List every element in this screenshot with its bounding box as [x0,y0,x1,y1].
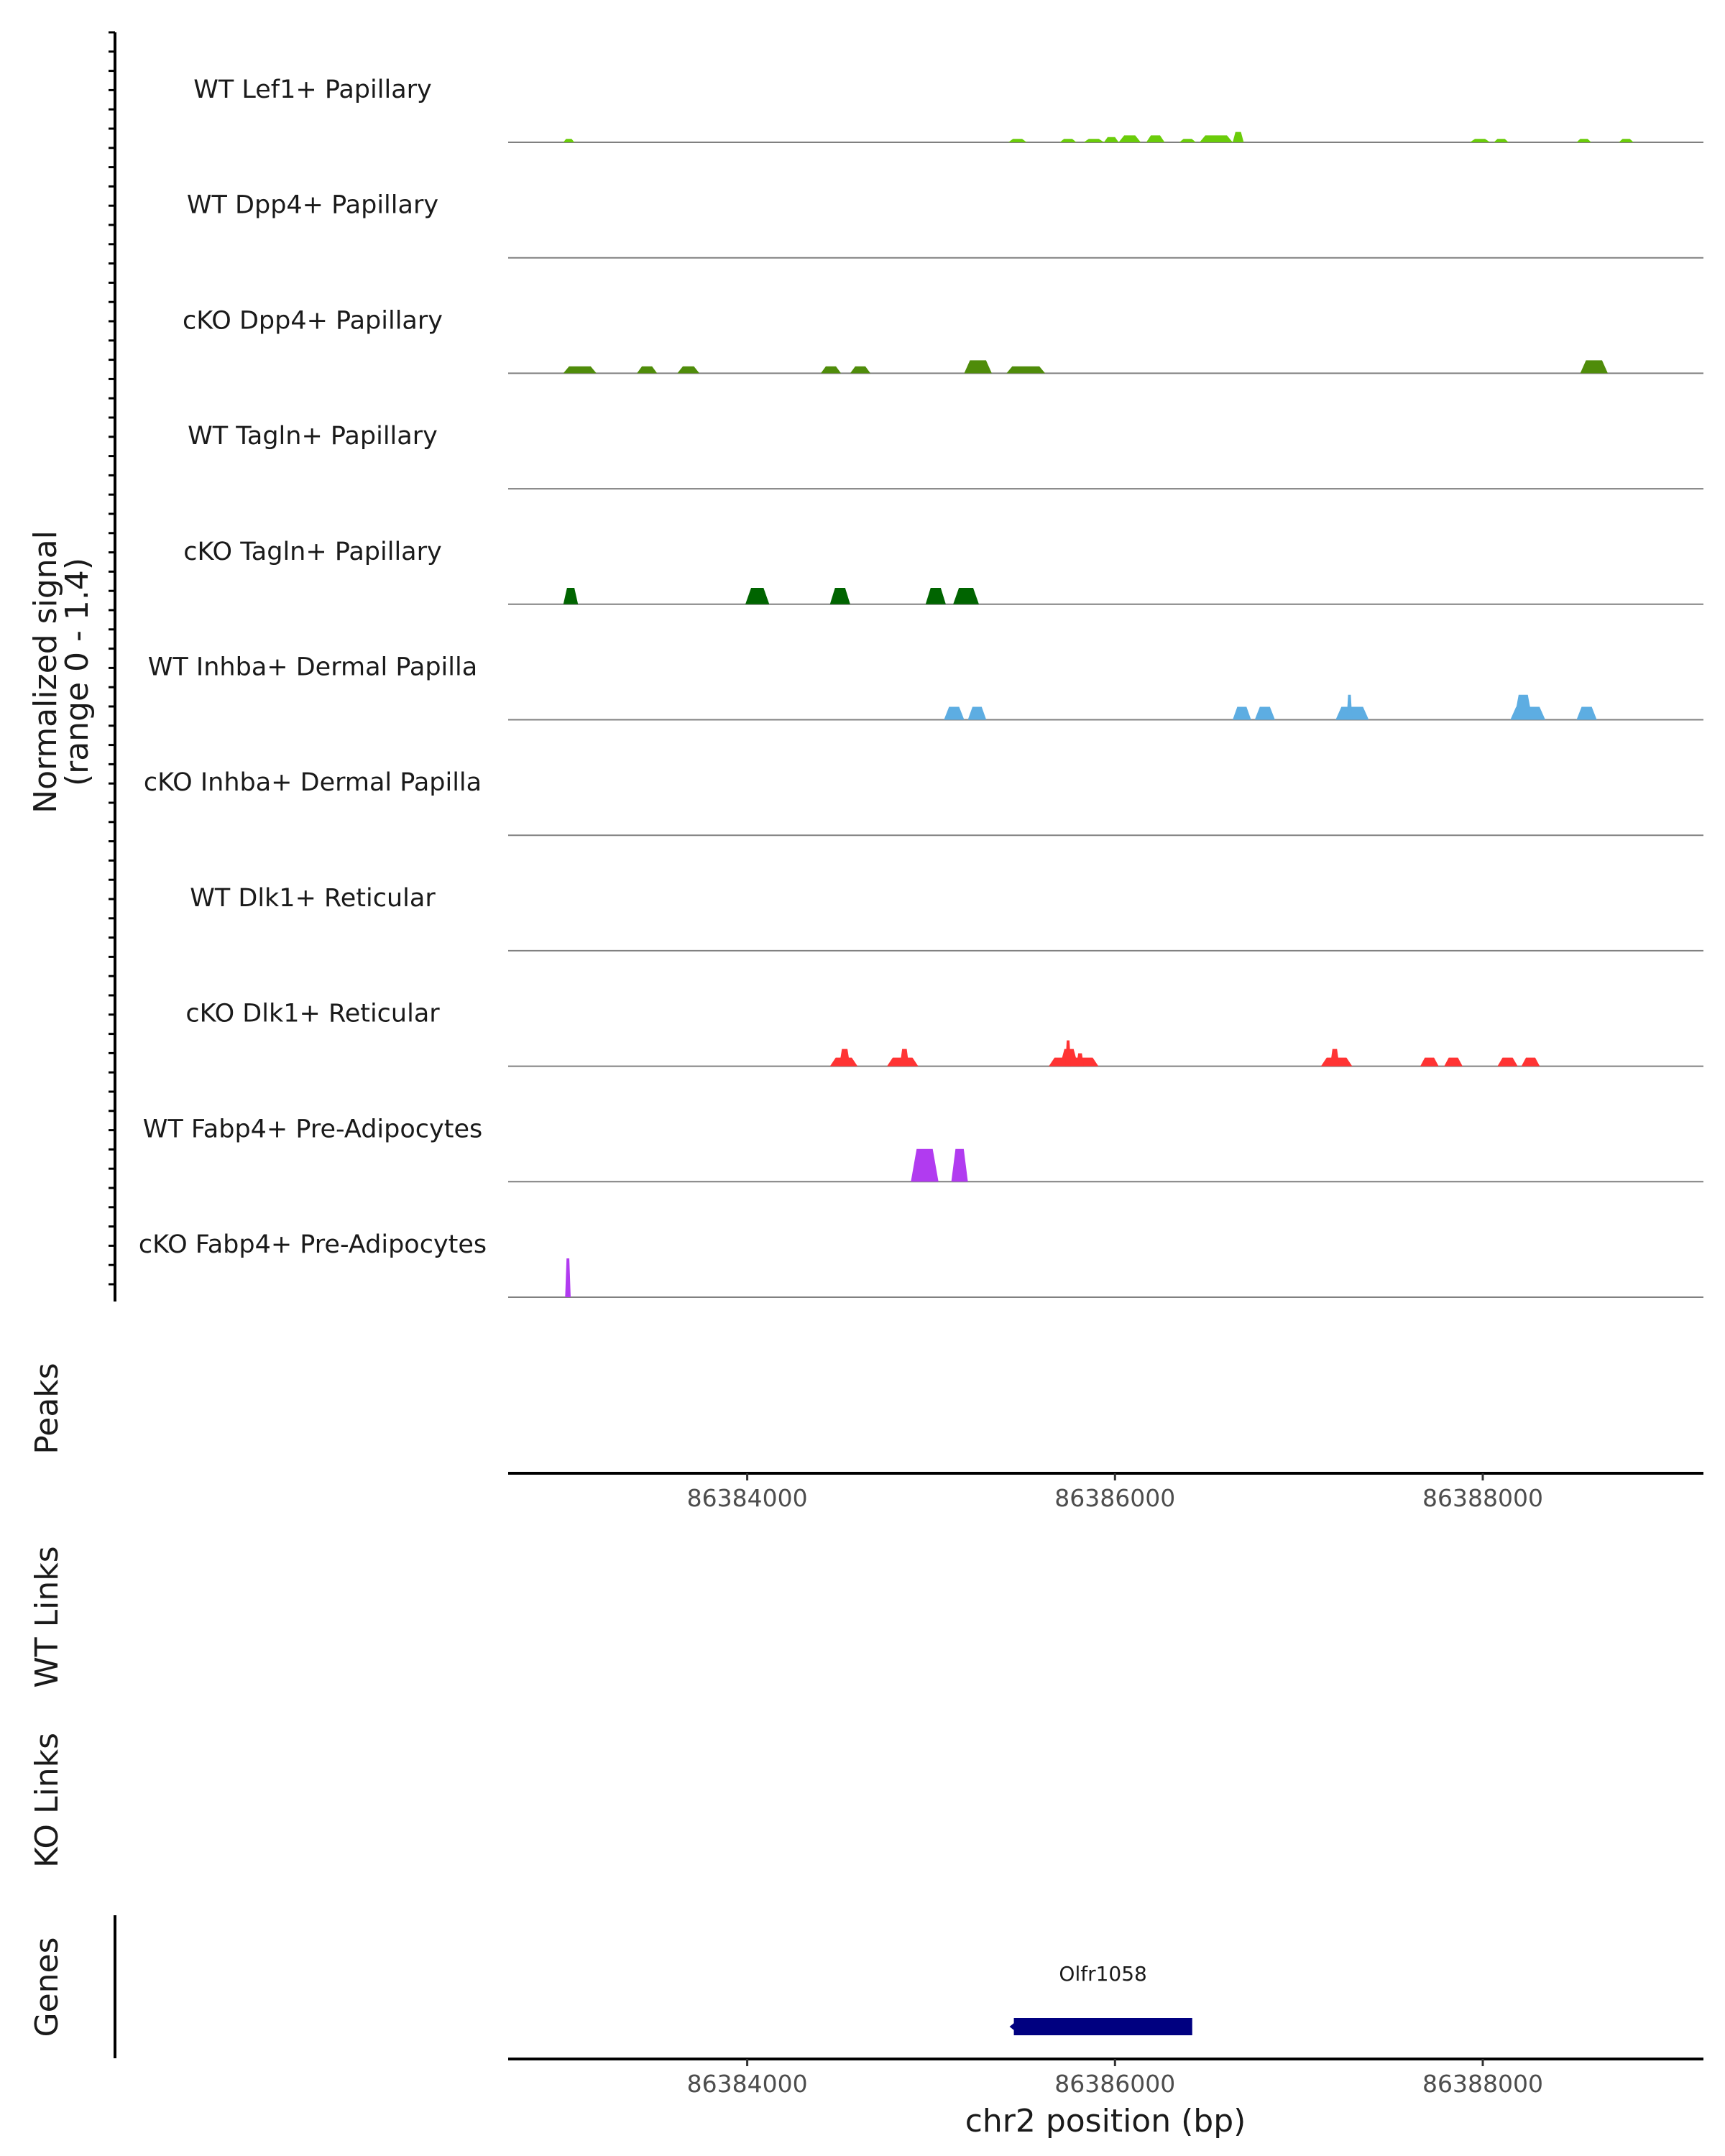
genes-panel-label: Genes [29,1937,65,2037]
peaks-panel-label: Peaks [29,1363,65,1454]
track-label: cKO Tagln+ Papillary [183,538,442,566]
track-7: cKO Inhba+ Dermal Papilla [144,768,1703,837]
signal-peak [1494,139,1509,142]
track-3: cKO Dpp4+ Papillary [183,306,1703,374]
signal-peak [1233,706,1251,720]
track-label: WT Lef1+ Papillary [193,75,432,104]
signal-peak [563,366,597,374]
genes-x-tick-label: 86386000 [1054,2070,1175,2098]
coverage-tracks: WT Lef1+ Papillary WT Dpp4+ Papillary cKO … [139,75,1703,1298]
signal-peak [1330,1049,1340,1067]
track-11: cKO Fabp4+ Pre-Adipocytes [139,1230,1703,1298]
coverage-y-axis-title-line1: Normalized signal [27,530,64,814]
track-2: WT Dpp4+ Papillary [187,191,1703,259]
track-9: cKO Dlk1+ Reticular [185,1000,1703,1067]
track-5: cKO Tagln+ Papillary [183,538,1703,605]
ko-links-panel-label: KO Links [29,1733,65,1868]
signal-peak [1335,706,1369,720]
genes-x-tick-label: 86384000 [687,2070,808,2098]
wt-links-panel-label: WT Links [29,1546,65,1687]
signal-peak [1576,706,1597,720]
signal-peak [1576,139,1591,142]
peaks-x-tick-label: 86386000 [1054,1484,1175,1512]
coverage-y-axis-title: Normalized signal (range 0 - 1.4) [27,530,96,814]
signal-peak [1233,132,1244,142]
track-1: WT Lef1+ Papillary [193,75,1703,143]
track-label: cKO Fabp4+ Pre-Adipocytes [139,1230,487,1259]
track-label: WT Dlk1+ Reticular [190,884,436,913]
signal-peak [677,366,700,374]
signal-peak [1118,135,1141,142]
signal-peak [839,1049,850,1067]
signal-peak [1254,706,1275,720]
signal-peak [850,366,871,374]
signal-peak [820,366,842,374]
signal-peak [1444,1057,1463,1067]
gene-body [1013,2018,1192,2035]
signal-peak [1065,1040,1071,1067]
signal-peak [967,706,987,720]
track-label: WT Fabp4+ Pre-Adipocytes [143,1115,482,1143]
track-10: WT Fabp4+ Pre-Adipocytes [143,1115,1703,1183]
signal-peak [1076,1053,1084,1067]
signal-peak [1103,137,1119,142]
signal-peak [563,139,575,142]
coverage-y-ticks [109,31,115,1286]
gene-models: Olfr1058 [1009,1962,1192,2035]
signal-peak [964,360,992,374]
track-label: cKO Dlk1+ Reticular [185,1000,440,1028]
signal-peak [1008,139,1027,142]
signal-peak [911,1148,939,1182]
signal-peak [1497,1057,1518,1067]
signal-peak [944,706,965,720]
track-label: WT Inhba+ Dermal Papilla [148,653,477,682]
peaks-x-tick-label: 86384000 [687,1484,808,1512]
signal-peak [1146,135,1165,142]
signal-peak [745,588,770,604]
track-4: WT Tagln+ Papillary [188,422,1703,490]
track-6: WT Inhba+ Dermal Papilla [148,653,1703,721]
signal-peak [1179,139,1196,142]
signal-peak [899,1049,909,1067]
track-label: cKO Dpp4+ Papillary [183,306,443,335]
gene-label: Olfr1058 [1059,1962,1146,1986]
signal-peak [1059,139,1077,142]
signal-peak [1580,360,1608,374]
x-axis-title: chr2 position (bp) [965,2103,1246,2139]
signal-peak [563,588,579,604]
signal-peak [1083,139,1104,142]
track-label: WT Tagln+ Papillary [188,422,438,451]
track-label: WT Dpp4+ Papillary [187,191,438,220]
signal-peak [951,1148,968,1182]
signal-peak [1346,694,1353,720]
track-8: WT Dlk1+ Reticular [190,884,1703,952]
peaks-x-ticks: 86384000 86386000 86388000 [687,1473,1543,1512]
signal-peak [637,366,658,374]
signal-peak [1006,366,1046,374]
peaks-x-tick-label: 86388000 [1422,1484,1543,1512]
signal-peak [1470,139,1491,142]
signal-peak [565,1258,571,1297]
coverage-y-axis-title-line2: (range 0 - 1.4) [59,558,96,786]
genes-x-ticks: 86384000 86386000 86388000 [687,2059,1543,2098]
track-label: cKO Inhba+ Dermal Papilla [144,768,482,797]
genes-x-tick-label: 86388000 [1422,2070,1543,2098]
signal-peak [925,588,946,604]
signal-peak [1521,1057,1540,1067]
signal-peak [953,588,979,604]
signal-peak [1619,139,1634,142]
signal-peak [1514,694,1533,720]
signal-peak [1420,1057,1439,1067]
signal-peak [829,588,850,604]
gene-strand-arrow [1009,2021,1017,2032]
signal-peak [1199,135,1233,142]
